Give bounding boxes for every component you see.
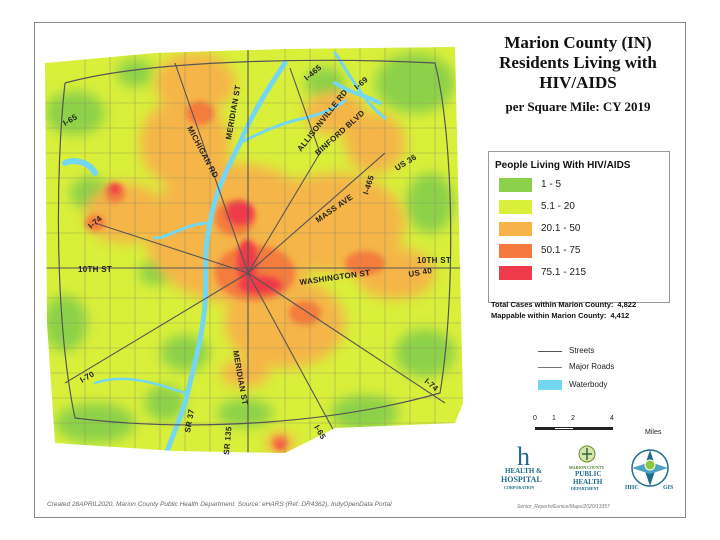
legend-swatch <box>499 244 532 258</box>
road-label-sr37: SR 37 <box>183 408 196 433</box>
road-label-tenth-e: 10TH ST <box>417 256 451 265</box>
legend-swatch <box>499 222 532 236</box>
map-credits: Created 28APRIL2020, Marion County Publi… <box>47 501 392 508</box>
title-subtitle: per Square Mile: CY 2019 <box>505 99 651 114</box>
road-label-us40: US 40 <box>408 266 433 279</box>
waterbody-label: Waterbody <box>569 380 608 389</box>
scale-unit: Miles <box>645 429 662 436</box>
mcph-logo-line-2: PUBLIC <box>575 470 602 478</box>
legend-label: 5.1 - 20 <box>541 201 575 212</box>
hhc-logo-line-3: CORPORATION <box>504 485 535 490</box>
total-cases-label: Total Cases within Marion County: <box>491 300 614 309</box>
major-roads-layer <box>45 47 463 453</box>
hhc-logo-mark: h <box>517 442 530 471</box>
streets-legend-item: Streets <box>538 345 658 359</box>
hhc-gis-logo: HHC GIS <box>623 441 677 495</box>
waterbody-legend-item: Waterbody <box>538 379 658 393</box>
mappable-cases-value: 4,412 <box>610 311 630 320</box>
road-label-tenth-w: 10TH ST <box>78 265 112 274</box>
total-cases-value: 4,822 <box>617 300 637 309</box>
legend-label: 50.1 - 75 <box>541 245 581 256</box>
scale-segment <box>573 427 613 430</box>
mcph-logo-mark <box>578 445 596 463</box>
map-frame: I-65 I-465 MICHIGAN RD MERIDIAN ST ALLIS… <box>34 22 686 518</box>
legend-swatch <box>499 266 532 280</box>
map-title: Marion County (IN) Residents Living with… <box>483 33 673 115</box>
scale-tick: 4 <box>610 415 614 422</box>
legend-row: 1 - 5 <box>499 178 659 194</box>
legend-label: 1 - 5 <box>541 179 562 190</box>
legend-label: 20.1 - 50 <box>541 223 581 234</box>
very-high-density-layer <box>110 184 283 449</box>
streets-label: Streets <box>569 346 595 355</box>
svg-text:h: h <box>517 443 530 471</box>
street-line-symbol <box>538 351 562 352</box>
waterbody-layer <box>62 51 387 453</box>
scale-tick: 0 <box>533 415 537 422</box>
legend-row: 5.1 - 20 <box>499 200 659 216</box>
legend-row: 75.1 - 215 <box>499 266 659 282</box>
scale-segment <box>535 427 554 430</box>
scale-bar: 0 1 2 4 Miles <box>533 415 663 445</box>
hhc-logo-line-1: HEALTH & <box>505 467 542 475</box>
road-label-sr135: SR 135 <box>222 426 233 455</box>
mcph-logo-line-1: MARION COUNTY <box>569 465 605 470</box>
case-stats: Total Cases within Marion County: 4,822 M… <box>491 299 636 321</box>
density-legend: People Living With HIV/AIDS 1 - 5 5.1 - … <box>488 151 670 303</box>
mcph-logo-line-4: DEPARTMENT <box>571 486 600 491</box>
major-roads-legend-item: Major Roads <box>538 361 658 375</box>
legend-row: 20.1 - 50 <box>499 222 659 238</box>
gis-logo-left-text: HHC <box>625 485 639 491</box>
legend-swatch <box>499 178 532 192</box>
file-path: Senior_Reports/Eunice/Maps/2020/13357 <box>517 504 610 510</box>
mcph-logo: MARION COUNTY PUBLIC HEALTH DEPARTMENT <box>563 443 611 493</box>
mappable-cases-line: Mappable within Marion County: 4,412 <box>491 310 636 321</box>
county-area <box>45 47 463 453</box>
gis-logo-right-text: GIS <box>663 485 674 491</box>
major-road-line-symbol <box>538 367 562 368</box>
hhc-logo: h HEALTH & HOSPITAL CORPORATION <box>495 442 557 493</box>
scale-tick: 1 <box>552 415 556 422</box>
major-roads-label: Major Roads <box>569 362 615 371</box>
title-line-2: Residents Living with <box>499 53 657 72</box>
legend-swatch <box>499 200 532 214</box>
waterbody-swatch <box>538 380 562 390</box>
gis-map-pin-icon <box>631 449 669 487</box>
title-line-1: Marion County (IN) <box>504 33 652 52</box>
legend-row: 50.1 - 75 <box>499 244 659 260</box>
total-cases-line: Total Cases within Marion County: 4,822 <box>491 299 636 310</box>
scale-segment <box>554 427 574 430</box>
density-map: I-65 I-465 MICHIGAN RD MERIDIAN ST ALLIS… <box>45 47 463 455</box>
title-line-3: HIV/AIDS <box>539 73 617 92</box>
mcph-logo-line-3: HEALTH <box>573 478 603 486</box>
legend-label: 75.1 - 215 <box>541 267 587 278</box>
mappable-cases-label: Mappable within Marion County: <box>491 311 607 320</box>
scale-tick: 2 <box>571 415 575 422</box>
legend-heading: People Living With HIV/AIDS <box>495 160 631 171</box>
hhc-logo-line-2: HOSPITAL <box>501 475 542 484</box>
